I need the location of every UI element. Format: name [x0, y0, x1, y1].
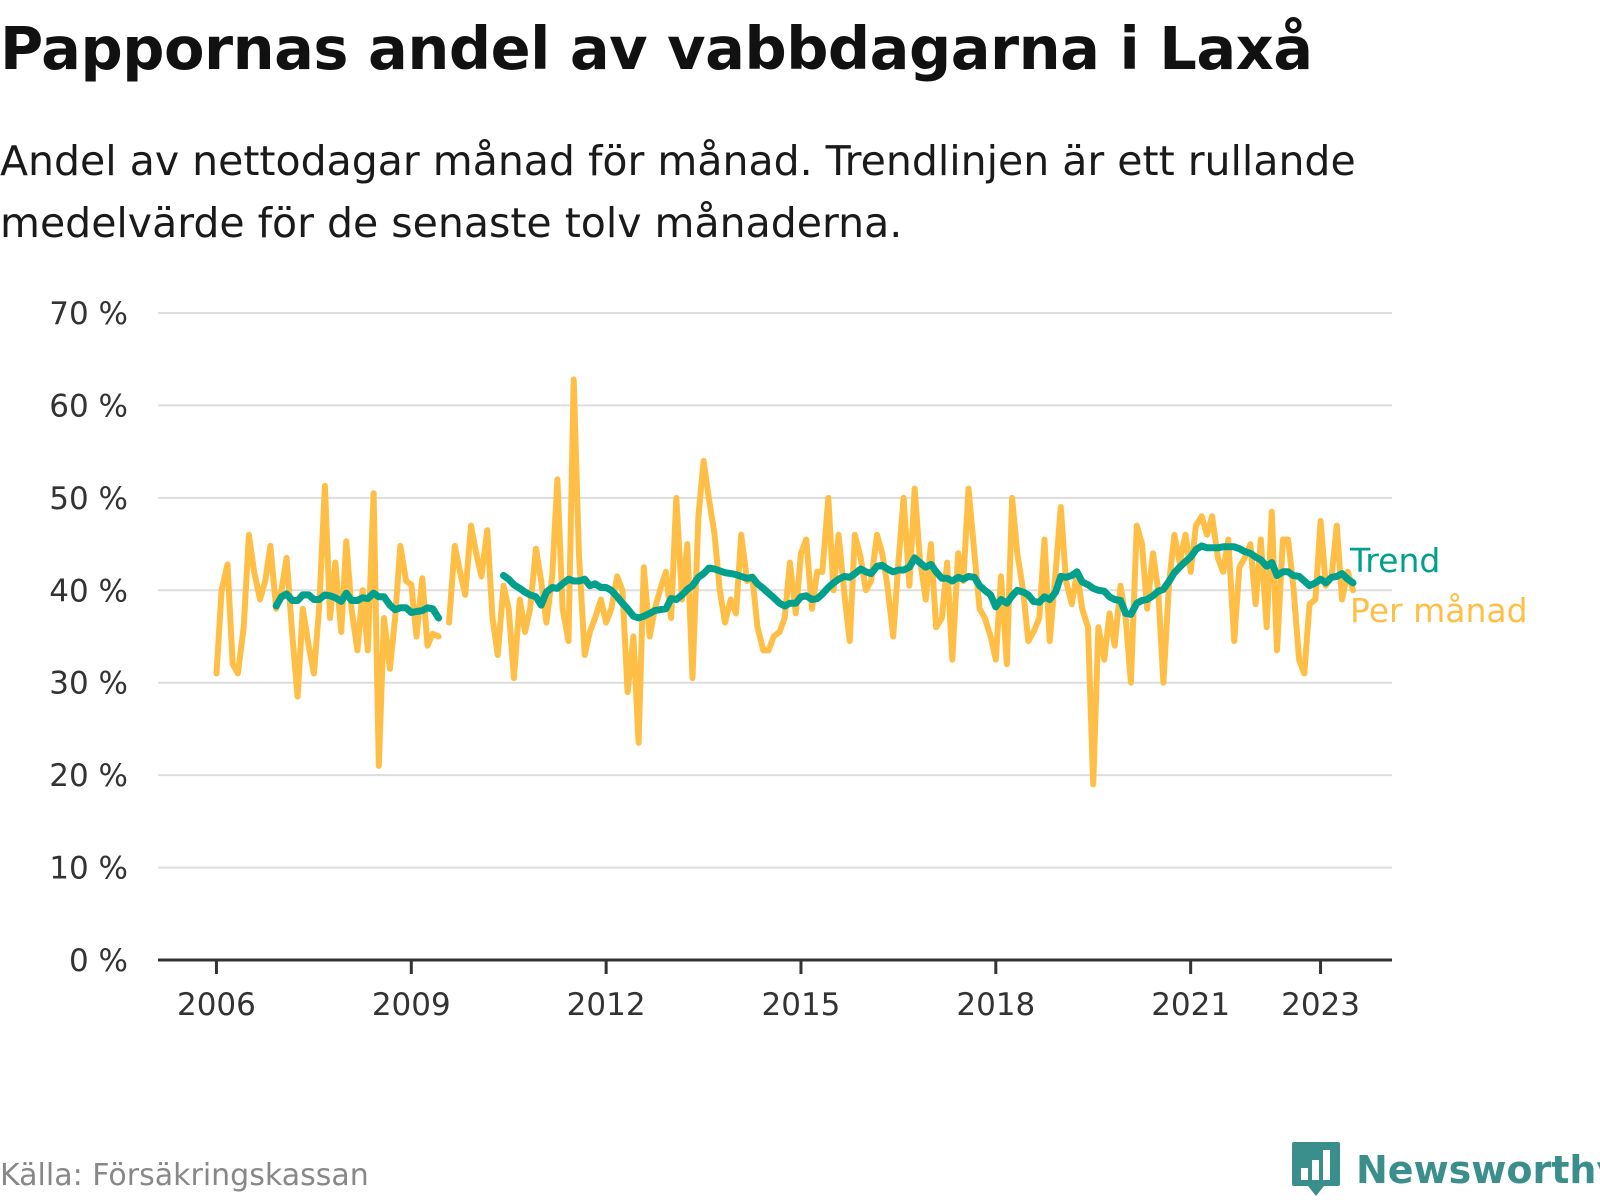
x-tick-label: 2023: [1281, 987, 1360, 1023]
x-tick-label: 2018: [956, 987, 1035, 1023]
y-tick-label: 10 %: [49, 851, 128, 887]
series-line-per-month: [213, 482, 442, 769]
series-labels: Trend Per månad: [1349, 541, 1528, 630]
x-tick-label: 2006: [177, 987, 256, 1023]
y-tick-label: 70 %: [49, 296, 128, 332]
y-tick-label: 40 %: [49, 573, 128, 609]
series-label-per-month: Per månad: [1350, 591, 1528, 630]
y-tick-label: 50 %: [49, 481, 128, 517]
series-label-trend: Trend: [1349, 541, 1440, 580]
source-note: Källa: Försäkringskassan: [0, 1158, 369, 1193]
bar-chart-speech-bubble-icon: [1292, 1142, 1340, 1196]
gridlines: [158, 312, 1392, 869]
y-tick-label: 60 %: [49, 388, 128, 424]
brand-logo: Newsworthy: [1290, 1140, 1600, 1200]
x-tick-label: 2021: [1151, 987, 1230, 1023]
series-line-trend: [272, 589, 443, 622]
y-tick-label: 20 %: [49, 758, 128, 794]
chart-subtitle: Andel av nettodagar månad för månad. Tre…: [0, 137, 1356, 247]
series-line-per-month: [446, 376, 1356, 788]
x-axis: 2006 2009 2012 2015 2018 2021 2023: [158, 958, 1392, 1023]
y-tick-label: 0 %: [69, 943, 128, 979]
y-tick-label: 30 %: [49, 666, 128, 702]
x-tick-label: 2012: [567, 987, 646, 1023]
y-axis: 0 % 10 % 20 % 30 % 40 % 50 % 60 % 70 %: [49, 296, 128, 979]
brand-name: Newsworthy: [1356, 1148, 1600, 1192]
series-lines: [213, 376, 1357, 788]
series-line-trend: [500, 542, 1357, 622]
x-tick-label: 2009: [372, 987, 451, 1023]
chart-title: Pappornas andel av vabbdagarna i Laxå: [0, 14, 1313, 83]
x-tick-label: 2015: [762, 987, 841, 1023]
